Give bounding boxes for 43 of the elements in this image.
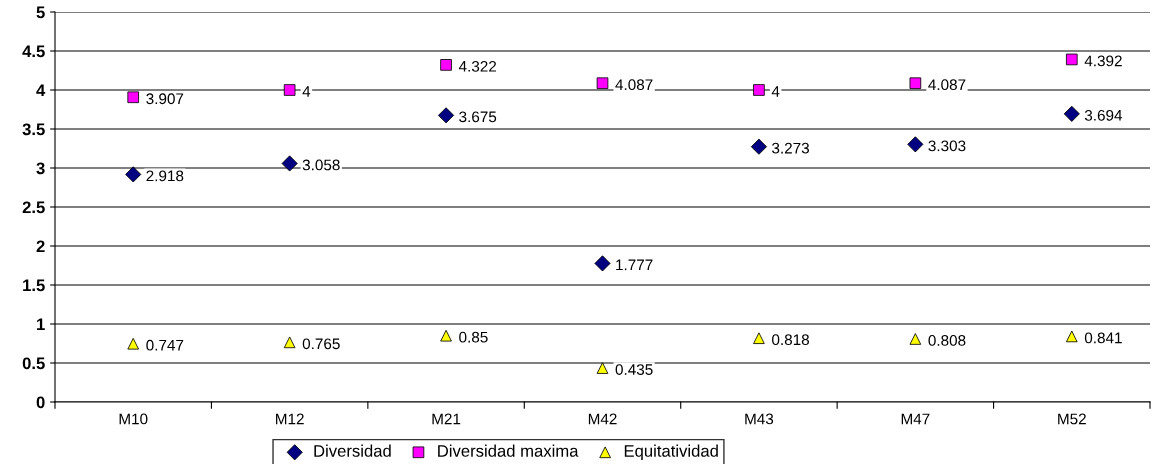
data-label: 4 [771, 86, 780, 97]
point [125, 166, 142, 183]
data-label: 4.392 [1084, 55, 1122, 67]
data-label: 2.918 [146, 170, 184, 182]
y-tick-label: 4 [36, 84, 46, 97]
y-tick-label: 0.5 [22, 357, 45, 370]
x-tick-label: M42 [588, 413, 617, 425]
x-tick-label: M21 [432, 413, 461, 425]
legend-label: Equitatividad [624, 444, 718, 461]
x-tick-label: M10 [119, 413, 148, 425]
data-label: 0.747 [146, 339, 184, 351]
data-label: 0.818 [772, 334, 809, 346]
data-label: 0.808 [928, 335, 966, 346]
data-label: 0.435 [615, 364, 653, 375]
data-label: 4.087 [928, 79, 966, 91]
y-tick-label: 3 [36, 162, 45, 175]
data-label: 0.85 [459, 331, 488, 343]
data-label: 3.058 [302, 159, 340, 171]
x-tick-label: M47 [901, 413, 930, 425]
data-label: 1.777 [616, 259, 653, 271]
y-tick-label: 1.5 [23, 279, 45, 292]
data-label: 0.841 [1084, 332, 1122, 344]
x-tick-label: M52 [1058, 413, 1086, 425]
x-tick-label: M43 [745, 413, 774, 425]
data-label: 3.273 [772, 142, 809, 154]
legend-label: Diversidad [314, 444, 391, 457]
y-tick-label: 4.5 [22, 45, 45, 58]
data-label: 4 [302, 86, 311, 97]
y-tick-label: 1 [37, 318, 45, 331]
legend-label: Diversidad maxima [438, 444, 579, 457]
data-label: 4.322 [458, 60, 497, 72]
y-tick-label: 2.5 [22, 201, 45, 214]
x-tick-label: M12 [276, 413, 304, 425]
y-tick-label: 3.5 [22, 123, 45, 136]
y-tick-label: 5 [36, 6, 45, 19]
data-label: 3.907 [146, 93, 184, 105]
data-label: 0.765 [302, 338, 340, 350]
y-tick-label: 0 [36, 396, 45, 409]
data-label: 3.303 [928, 140, 966, 152]
y-tick-label: 2 [36, 240, 45, 253]
data-label: 3.694 [1084, 109, 1123, 121]
data-label: 4.087 [615, 79, 653, 91]
data-label: 3.675 [459, 111, 497, 123]
